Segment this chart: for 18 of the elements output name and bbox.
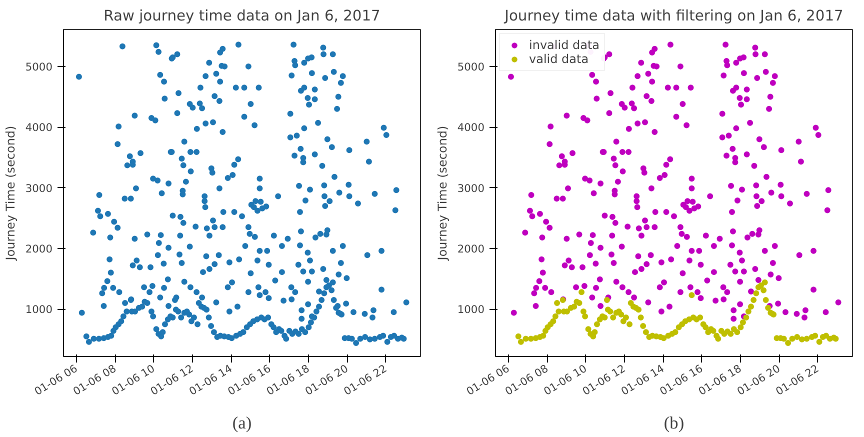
y-tick-label: 5000: [25, 60, 53, 74]
y-tick-label: 1000: [25, 303, 53, 316]
y-tick-label: 3000: [457, 182, 485, 195]
y-tick-label: 2000: [457, 242, 485, 256]
text: (b): [664, 414, 684, 432]
text: (a): [232, 414, 252, 432]
chart-title: Journey time data with filtering on Jan 6, 2017: [504, 8, 844, 24]
y-tick-label: 3000: [25, 182, 53, 195]
legend-label: valid data: [529, 52, 589, 66]
y-tick-label: 1000: [457, 303, 485, 316]
y-tick-label: 4000: [457, 121, 485, 134]
y-axis-title: Journey Time (second): [3, 126, 18, 262]
legend-label: invalid data: [529, 38, 600, 52]
y-tick-label: 5000: [457, 60, 485, 74]
y-tick-label: 2000: [25, 242, 53, 256]
y-axis-title: Journey Time (second): [435, 126, 450, 262]
y-tick-label: 4000: [25, 121, 53, 134]
chart-title: Raw journey time data on Jan 6, 2017: [104, 8, 380, 24]
